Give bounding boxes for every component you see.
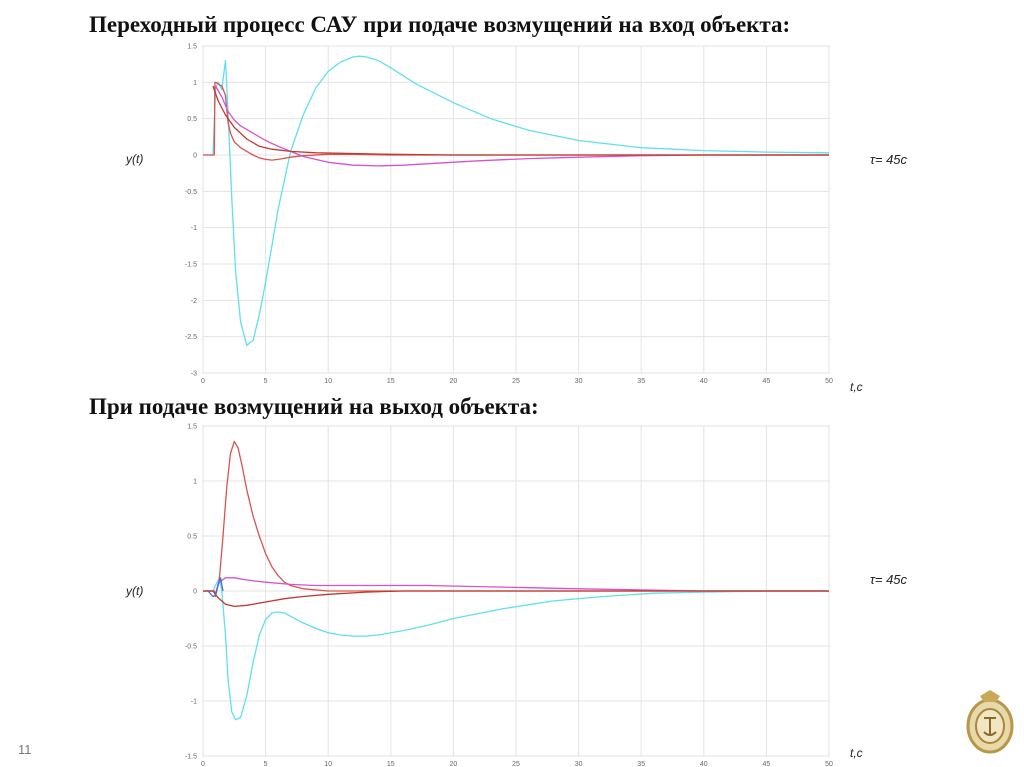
top-x-tick-label: 0 <box>201 378 205 385</box>
top-y-tick-label: 1 <box>193 80 197 87</box>
bottom-x-tick-label: 20 <box>450 761 458 767</box>
top-x-tick-label: 50 <box>825 378 833 385</box>
bottom-x-tick-label: 10 <box>324 761 332 767</box>
top-series-line-3 <box>212 85 829 156</box>
bottom-series-line-0 <box>203 577 829 721</box>
bottom-y-tick-label: -1 <box>191 699 197 706</box>
top-x-tick-label: 40 <box>700 378 708 385</box>
top-y-tick-label: 1.5 <box>187 44 197 51</box>
top-x-tick-label: 35 <box>637 378 645 385</box>
top-series-line-0 <box>203 55 830 347</box>
top-y-tick-label: -0.5 <box>185 189 197 196</box>
slide-title-top: Переходный процесс САУ при подаче возмущ… <box>89 12 791 37</box>
bottom-x-tick-label: 30 <box>575 761 583 767</box>
bottom-plot-area <box>202 425 830 757</box>
bottom-series-line-4 <box>207 577 224 598</box>
bottom-x-tick-label: 45 <box>763 761 771 767</box>
top-y-tick-label: -2.5 <box>185 334 197 341</box>
bottom-x-tick-label: 15 <box>387 761 395 767</box>
bottom-y-tick-label: 0 <box>193 589 197 596</box>
bottom-series-line-1 <box>203 440 829 598</box>
page-number: 11 <box>18 742 32 757</box>
slide-title-bottom: При подаче возмущений на выход объекта: <box>89 394 539 419</box>
bottom-series-line-3 <box>203 590 829 608</box>
bottom-y-tick-label: 1.5 <box>187 424 197 431</box>
bottom-y-tick-label: 1 <box>193 479 197 486</box>
bottom-y-tick-label: -1.5 <box>185 754 197 761</box>
top-x-tick-label: 45 <box>763 378 771 385</box>
top-series-line-1 <box>203 81 829 161</box>
bottom-y-tick-label: -0.5 <box>185 644 197 651</box>
bottom-series-line-2 <box>203 577 829 594</box>
bottom-x-tick-label: 40 <box>700 761 708 767</box>
top-y-tick-label: 0 <box>193 153 197 160</box>
x-axis-label-top: t,c <box>850 380 863 394</box>
bottom-x-tick-label: 35 <box>637 761 645 767</box>
top-series-line-2 <box>214 85 829 167</box>
bottom-x-tick-label: 0 <box>201 761 205 767</box>
tau-annotation-top: τ= 45с <box>870 152 908 167</box>
bottom-y-tick-label: 0.5 <box>187 534 197 541</box>
top-y-tick-label: -3 <box>191 371 197 378</box>
y-axis-label-bottom: y(t) <box>126 584 144 598</box>
top-y-tick-label: 0.5 <box>187 116 197 123</box>
bottom-x-tick-label: 25 <box>512 761 520 767</box>
top-y-tick-label: -1.5 <box>185 262 197 269</box>
top-x-tick-label: 30 <box>575 378 583 385</box>
top-y-tick-label: -1 <box>191 225 197 232</box>
top-y-tick-label: -2 <box>191 298 197 305</box>
university-emblem-icon <box>966 690 1014 754</box>
top-x-tick-label: 10 <box>324 378 332 385</box>
transient-chart-input-disturbance: 0 5 10 15 20 25 30 35 40 45 50 -3 -2.5 -2 -1.5 -1 -0.5 0 0… <box>185 44 833 386</box>
x-axis-label-bottom: t,c <box>850 746 863 760</box>
y-axis-label-top: y(t) <box>126 152 144 166</box>
bottom-x-tick-label: 5 <box>264 761 268 767</box>
top-x-tick-label: 5 <box>264 378 268 385</box>
top-x-tick-label: 20 <box>450 378 458 385</box>
bottom-x-tick-label: 50 <box>825 761 833 767</box>
top-x-tick-label: 15 <box>387 378 395 385</box>
tau-annotation-bottom: τ= 45с <box>870 572 908 587</box>
top-x-tick-label: 25 <box>512 378 520 385</box>
